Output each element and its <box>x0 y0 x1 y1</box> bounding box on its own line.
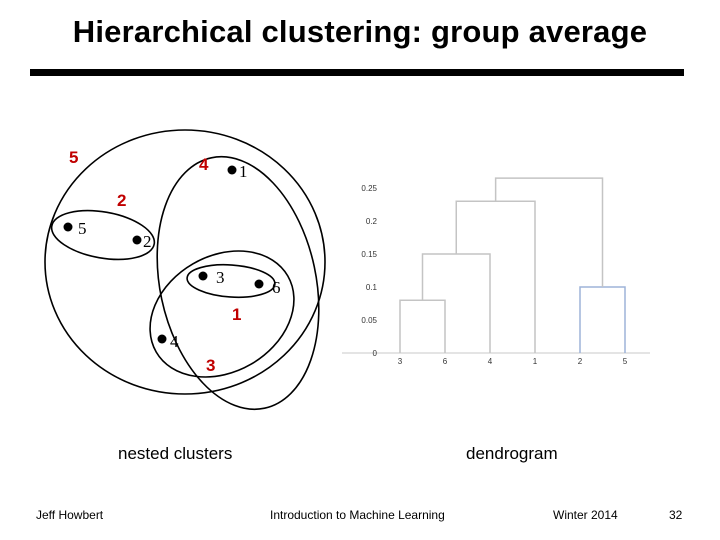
merge-label-5: 5 <box>69 148 78 167</box>
dendrogram-link-1 <box>399 299 446 353</box>
merge-label-4: 4 <box>199 155 209 174</box>
caption-nested-clusters: nested clusters <box>118 444 233 463</box>
footer-page-number: 32 <box>669 508 683 522</box>
y-tick-label-2: 0.1 <box>366 283 378 292</box>
point-dot-6 <box>254 279 264 289</box>
cluster-outline-4 <box>156 155 320 411</box>
x-leaf-label-3: 3 <box>398 357 403 366</box>
point-label-1: 1 <box>239 162 248 181</box>
x-leaf-label-5: 5 <box>623 357 628 366</box>
point-dot-5 <box>63 222 73 232</box>
point-label-2: 2 <box>143 232 152 251</box>
point-label-4: 4 <box>170 332 179 351</box>
cluster-outline-2 <box>50 209 156 261</box>
point-label-5: 5 <box>78 219 87 238</box>
point-dot-2 <box>132 235 142 245</box>
slide-title: Hierarchical clustering: group average <box>72 14 648 49</box>
x-leaf-label-6: 6 <box>443 357 448 366</box>
y-tick-label-3: 0.15 <box>361 250 377 259</box>
y-tick-label-4: 0.2 <box>366 217 378 226</box>
cluster-outlines <box>44 129 326 411</box>
point-dot-1 <box>227 165 237 175</box>
dendrogram-link-3 <box>421 253 491 353</box>
point-label-3: 3 <box>216 268 225 287</box>
y-tick-label-5: 0.25 <box>361 184 377 193</box>
title-underline <box>30 69 684 76</box>
y-tick-label-1: 0.05 <box>361 316 377 325</box>
footer-term: Winter 2014 <box>553 508 618 522</box>
y-tick-label-0: 0 <box>373 349 378 358</box>
dendrogram-link-2 <box>579 286 626 353</box>
merge-label-1: 1 <box>232 305 241 324</box>
x-leaf-label-1: 1 <box>533 357 538 366</box>
footer-course: Introduction to Machine Learning <box>270 508 445 522</box>
merge-label-3: 3 <box>206 356 215 375</box>
point-label-6: 6 <box>272 278 281 297</box>
x-leaf-label-2: 2 <box>578 357 583 366</box>
x-leaf-label-4: 4 <box>488 357 493 366</box>
cluster-outline-5 <box>44 129 326 395</box>
dendrogram-link-5 <box>494 177 604 287</box>
caption-dendrogram: dendrogram <box>466 444 558 463</box>
cluster-outline-1 <box>186 263 276 299</box>
data-points <box>63 165 264 344</box>
point-dot-3 <box>198 271 208 281</box>
dendrogram-chart: 0 0.05 0.1 0.15 0.2 0.25 3 6 4 1 2 5 <box>342 177 650 366</box>
point-dot-4 <box>157 334 167 344</box>
footer-author: Jeff Howbert <box>36 508 104 522</box>
dendrogram-link-4 <box>455 200 536 353</box>
merge-label-2: 2 <box>117 191 126 210</box>
cluster-outline-3 <box>149 250 295 378</box>
